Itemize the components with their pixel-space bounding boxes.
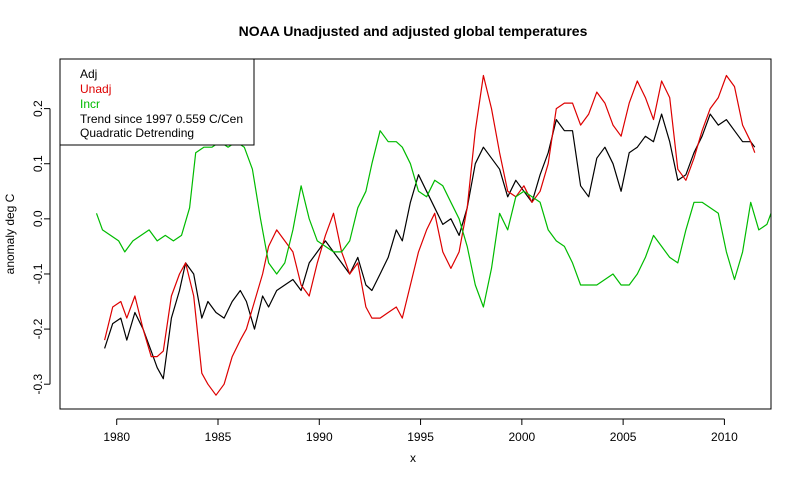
legend-box [59,58,255,146]
y-axis: -0.3 -0.2 -0.1 0.0 0.1 0.2 [31,100,51,395]
x-tick-label: 1980 [103,430,130,444]
series-line-incr [95,130,772,308]
legend-entry-incr: Incr [80,97,100,111]
legend-entry-detrending: Quadratic Detrending [80,126,194,140]
legend-entry-unadj: Unadj [80,82,111,96]
series-line-adj [104,113,756,380]
y-tick-label: 0.1 [31,155,45,172]
y-tick-label: 0.2 [31,100,45,117]
series-layer [95,74,772,396]
x-axis: 1980 1985 1990 1995 2000 2005 2010 [103,418,738,444]
series-line-unadj [104,74,756,396]
x-tick-label: 2005 [610,430,637,444]
y-tick-label: 0.0 [31,210,45,227]
legend-entry-trend: Trend since 1997 0.559 C/Cen [80,112,243,126]
x-tick-label: 1995 [407,430,434,444]
x-tick-label: 2010 [711,430,738,444]
x-tick-label: 1990 [306,430,333,444]
legend-entry-adj: Adj [80,67,97,81]
legend: Adj Unadj Incr Trend since 1997 0.559 C/… [59,58,255,146]
chart-title: NOAA Unadjusted and adjusted global temp… [239,23,588,39]
y-tick-label: -0.3 [31,374,45,395]
y-tick-label: -0.1 [31,263,45,284]
y-axis-label: anomaly deg C [3,193,17,274]
plot-frame [59,58,772,410]
x-tick-label: 1985 [205,430,232,444]
x-tick-label: 2000 [508,430,535,444]
y-tick-label: -0.2 [31,318,45,339]
x-axis-label: x [410,451,416,465]
